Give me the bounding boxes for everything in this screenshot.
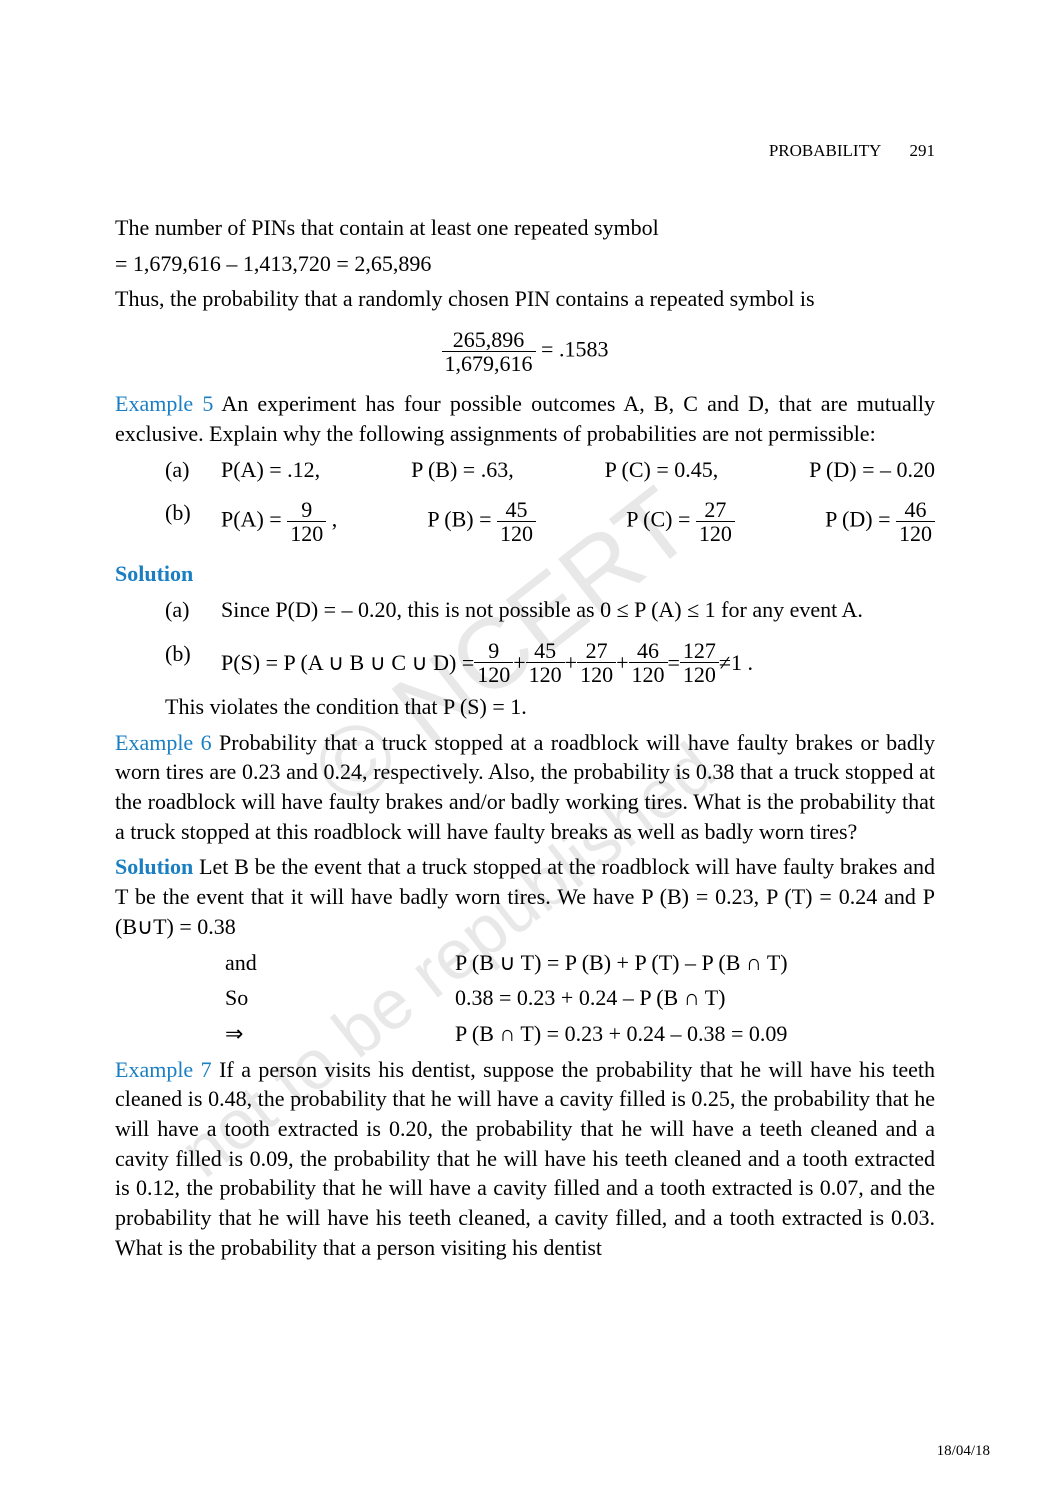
ex5-b4-pre: P (D) =: [825, 507, 896, 532]
ex5-a-lbl: (a): [165, 455, 221, 485]
ex5-a3: P (C) = 0.45,: [605, 455, 719, 485]
intro-line2: = 1,679,616 – 1,413,720 = 2,65,896: [115, 249, 935, 279]
ex5-b-lbl: (b): [165, 498, 221, 545]
footer-date: 18/04/18: [937, 1443, 990, 1460]
solution-6: Solution Let B be the event that a truck…: [115, 852, 935, 941]
page-header: PROBABILITY 291: [115, 140, 935, 163]
ex5-a1: P(A) = .12,: [221, 455, 320, 485]
example-5: Example 5 An experiment has four possibl…: [115, 389, 935, 448]
solution-5-label: Solution: [115, 559, 935, 589]
frac-eq: = .1583: [536, 337, 609, 362]
example-5-text: An experiment has four possible outcomes…: [115, 391, 935, 446]
ex5-a4: P (D) = – 0.20: [809, 455, 935, 485]
ex5-b3-pre: P (C) =: [626, 507, 696, 532]
page-number: 291: [910, 141, 936, 160]
ex5-option-a: (a) P(A) = .12, P (B) = .63, P (C) = 0.4…: [165, 455, 935, 485]
example-6: Example 6 Probability that a truck stopp…: [115, 728, 935, 847]
example-5-label: Example 5: [115, 391, 213, 416]
solution-6-text: Let B be the event that a truck stopped …: [115, 854, 935, 938]
sol5-b: (b) P(S) = P (A ∪ B ∪ C ∪ D) = 9120 + 45…: [165, 639, 935, 686]
page-content: PROBABILITY 291 The number of PINs that …: [0, 0, 1050, 1322]
ex5-b1-pre: P(A) =: [221, 507, 287, 532]
frac-num: 265,896: [442, 328, 536, 352]
sol5-a: (a) Since P(D) = – 0.20, this is not pos…: [165, 595, 935, 625]
solution-6-label: Solution: [115, 854, 193, 879]
example-7: Example 7 If a person visits his dentist…: [115, 1055, 935, 1263]
chapter-title: PROBABILITY: [769, 141, 881, 160]
intro-line1: The number of PINs that contain at least…: [115, 213, 935, 243]
ex5-b2-pre: P (B) =: [427, 507, 497, 532]
example-6-label: Example 6: [115, 730, 212, 755]
example-7-text: If a person visits his dentist, suppose …: [115, 1057, 935, 1260]
example-6-text: Probability that a truck stopped at a ro…: [115, 730, 935, 844]
intro-line3: Thus, the probability that a randomly ch…: [115, 284, 935, 314]
sol5-tail: This violates the condition that P (S) =…: [165, 692, 935, 722]
solution-6-equations: andP (B ∪ T) = P (B) + P (T) – P (B ∩ T)…: [225, 948, 935, 1049]
ex5-a2: P (B) = .63,: [411, 455, 514, 485]
intro-fraction: 265,896 1,679,616 = .1583: [115, 328, 935, 375]
example-7-label: Example 7: [115, 1057, 212, 1082]
ex5-option-b: (b) P(A) = 9120 , P (B) = 45120 P (C) = …: [165, 498, 935, 545]
frac-den: 1,679,616: [442, 352, 536, 375]
